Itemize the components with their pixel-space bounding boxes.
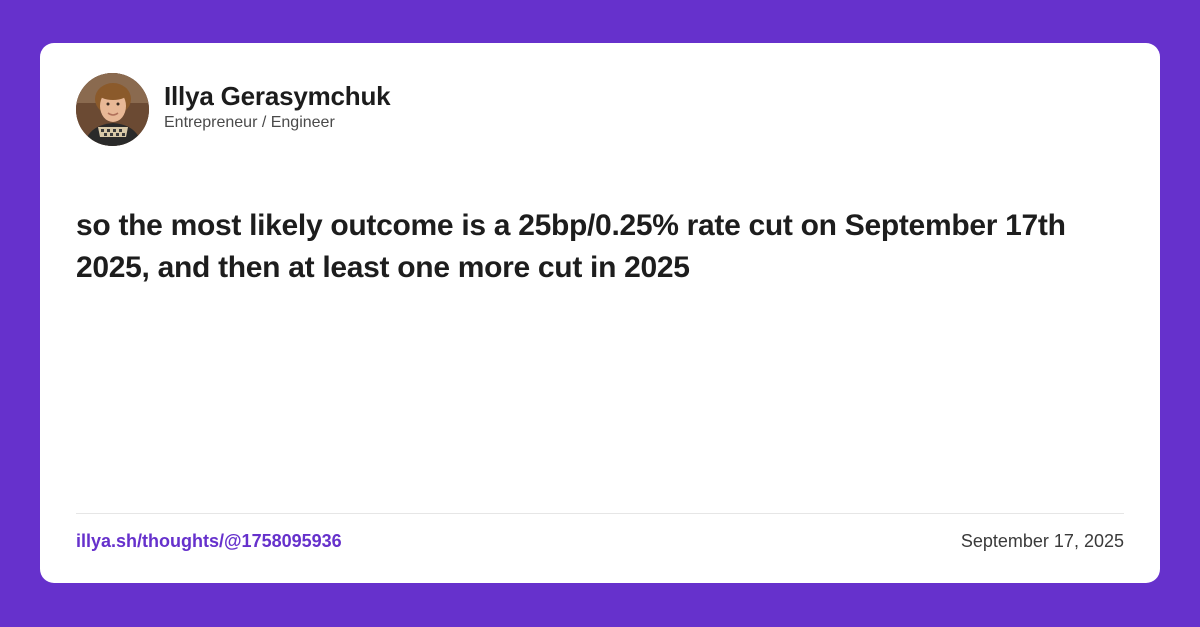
permalink-link[interactable]: illya.sh/thoughts/@1758095936 [76,531,342,551]
author-info: Illya Gerasymchuk Entrepreneur / Enginee… [164,81,391,134]
avatar [76,73,149,146]
post-card: Illya Gerasymchuk Entrepreneur / Enginee… [40,43,1160,583]
author-name: Illya Gerasymchuk [164,81,391,111]
user-avatar-photo [76,73,149,146]
post-date: September 17, 2025 [960,531,1124,551]
footer-divider [76,513,1124,514]
post-text: so the most likely outcome is a 25bp/0.2… [76,209,1066,284]
author-header: Illya Gerasymchuk Entrepreneur / Enginee… [76,73,391,146]
author-role: Entrepreneur / Engineer [164,114,335,131]
